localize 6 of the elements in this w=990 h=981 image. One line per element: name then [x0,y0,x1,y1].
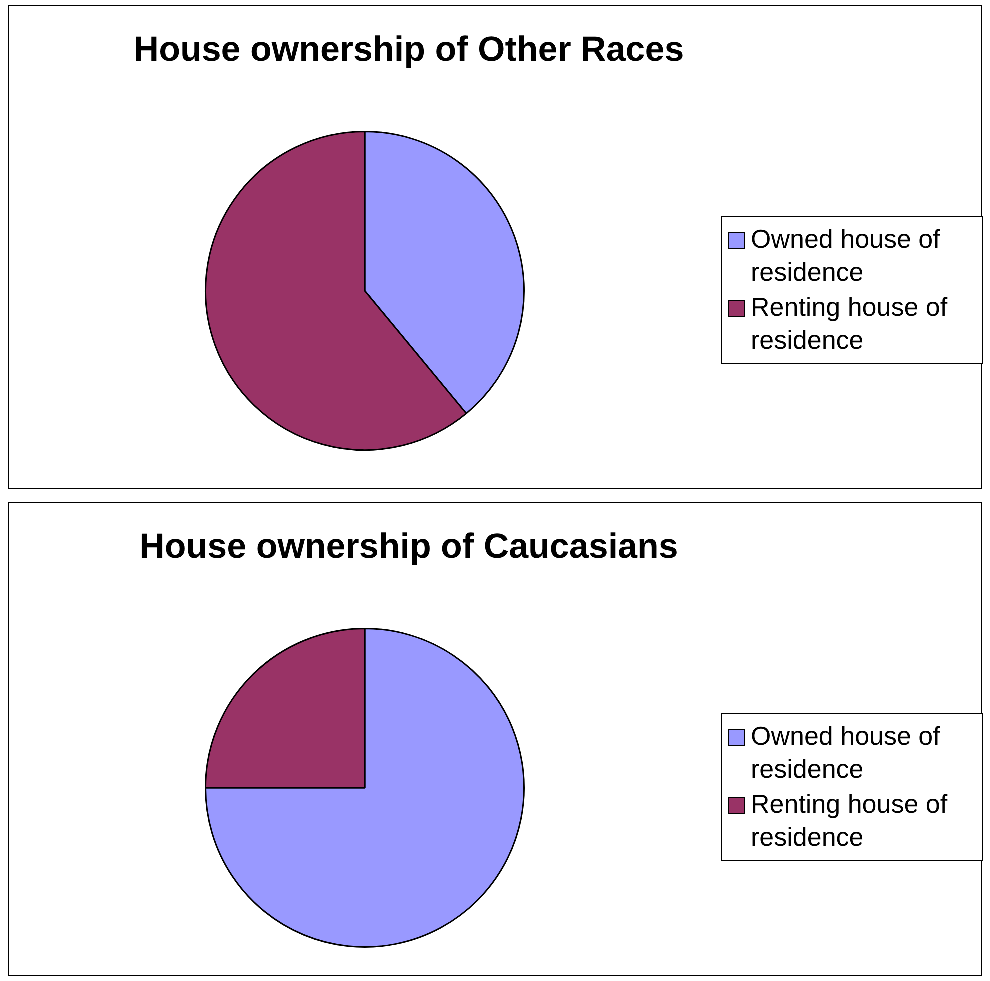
legend-label: Owned house of residence [751,223,942,289]
legend-label: Renting house of residence [751,291,949,357]
legend-label: Owned house of residence [751,720,942,786]
legend-label: Renting house of residence [751,788,949,854]
chart-title: House ownership of Other Races [132,30,686,70]
chart-title: House ownership of Caucasians [138,527,680,567]
